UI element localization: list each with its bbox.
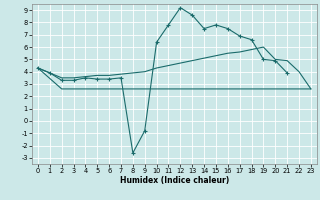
X-axis label: Humidex (Indice chaleur): Humidex (Indice chaleur) [120,176,229,185]
